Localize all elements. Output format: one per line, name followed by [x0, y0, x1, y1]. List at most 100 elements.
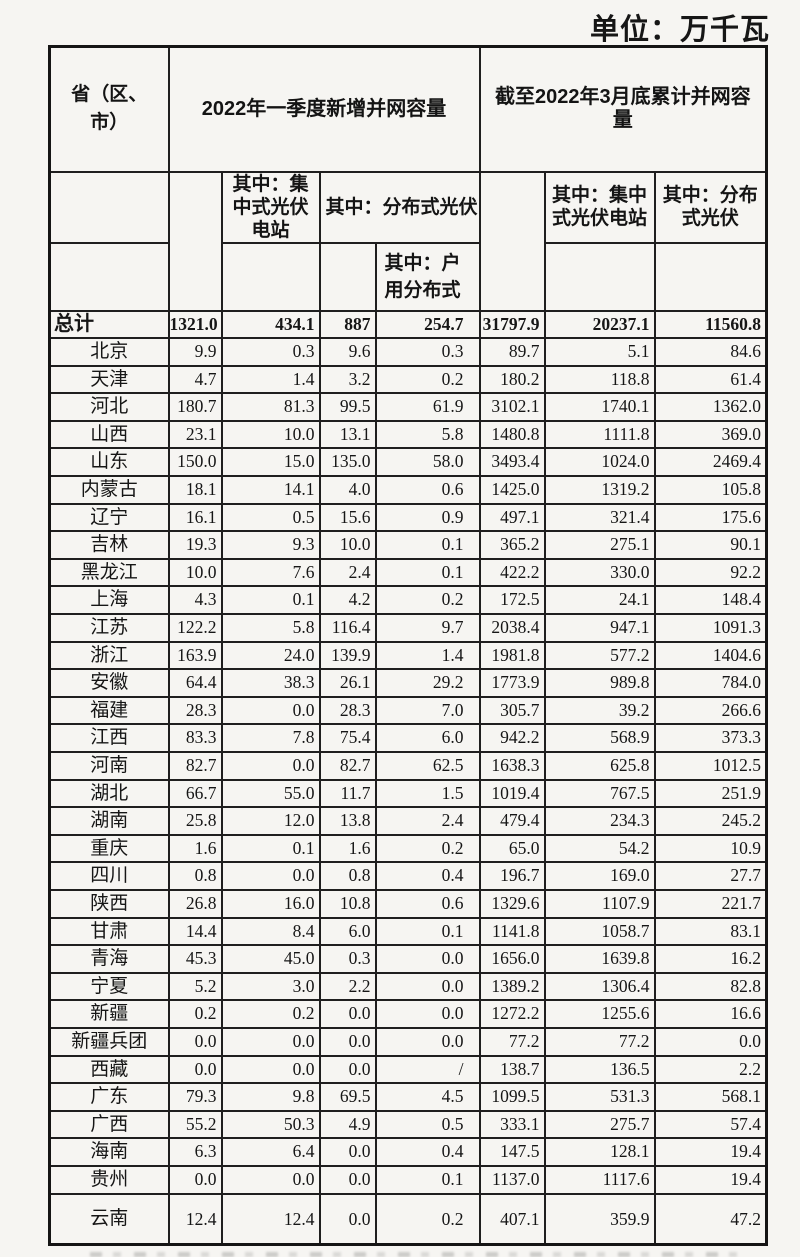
table-row: 海南 6.3 6.4 0.0 0.4 147.5 128.1 19.4 — [48, 1137, 768, 1167]
value-cell: 6.0 — [374, 723, 481, 753]
value-cell: 39.2 — [543, 695, 656, 726]
value-cell: 8.4 — [220, 916, 321, 947]
value-cell: 0.0 — [167, 1164, 223, 1195]
row-label: 江苏 — [48, 613, 170, 643]
value-cell: 266.6 — [653, 695, 768, 726]
value-cell: 90.1 — [653, 530, 768, 560]
value-cell: 75.4 — [318, 723, 377, 753]
value-cell: 26.8 — [167, 888, 223, 919]
table-row: 云南 12.4 12.4 0.0 0.2 407.1 359.9 47.2 — [48, 1192, 768, 1245]
table-body: 总计 1321.0 434.1 887 254.7 31797.9 20237.1 11560… — [48, 309, 768, 1245]
value-cell: 23.1 — [167, 419, 223, 450]
table-row: 安徽 64.4 38.3 26.1 29.2 1773.9 989.8 784.0 — [48, 668, 768, 698]
value-cell: 45.3 — [167, 944, 223, 974]
row-label: 总计 — [48, 309, 170, 340]
row-label: 内蒙古 — [48, 475, 170, 505]
header-new-distributed: 其中：分布式光伏 — [318, 170, 481, 244]
row-label: 广西 — [48, 1109, 170, 1140]
value-cell: 175.6 — [653, 502, 768, 533]
value-cell: 55.2 — [167, 1109, 223, 1140]
value-cell: 15.6 — [318, 502, 377, 533]
value-cell: 0.2 — [167, 999, 223, 1029]
value-cell: 1.4 — [374, 640, 481, 671]
value-cell: 784.0 — [653, 668, 768, 698]
value-cell: 0.0 — [318, 1026, 377, 1057]
value-cell: 1141.8 — [478, 916, 546, 947]
value-cell: 180.2 — [478, 364, 546, 395]
value-cell: 47.2 — [653, 1192, 768, 1245]
table-row: 总计 1321.0 434.1 887 254.7 31797.9 20237.1 11560… — [48, 309, 768, 340]
row-label: 甘肃 — [48, 916, 170, 947]
table-row: 浙江 163.9 24.0 139.9 1.4 1981.8 577.2 1404.6 — [48, 640, 768, 671]
value-cell: 7.8 — [220, 723, 321, 753]
value-cell: 82.7 — [167, 751, 223, 781]
row-label: 新疆兵团 — [48, 1026, 170, 1057]
value-cell: 55.0 — [220, 778, 321, 809]
value-cell: 221.7 — [653, 888, 768, 919]
header-cum-distributed: 其中：分布式光伏 — [653, 170, 768, 244]
value-cell: 0.0 — [167, 1026, 223, 1057]
value-cell: 0.0 — [220, 695, 321, 726]
value-cell: 1389.2 — [478, 971, 546, 1002]
value-cell: 2469.4 — [653, 447, 768, 478]
value-cell: 2038.4 — [478, 613, 546, 643]
value-cell: 1306.4 — [543, 971, 656, 1002]
table-row: 重庆 1.6 0.1 1.6 0.2 65.0 54.2 10.9 — [48, 833, 768, 864]
value-cell: 2.2 — [318, 971, 377, 1002]
value-cell: 0.1 — [374, 1164, 481, 1195]
value-cell: 20237.1 — [543, 309, 656, 340]
value-cell: 77.2 — [478, 1026, 546, 1057]
table-row: 新疆 0.2 0.2 0.0 0.0 1272.2 1255.6 16.6 — [48, 999, 768, 1029]
value-cell: 1137.0 — [478, 1164, 546, 1195]
value-cell: 4.0 — [318, 475, 377, 505]
value-cell: 81.3 — [220, 392, 321, 422]
value-cell: 1.4 — [220, 364, 321, 395]
value-cell: 3102.1 — [478, 392, 546, 422]
value-cell: 9.8 — [220, 1082, 321, 1112]
value-cell: 3.2 — [318, 364, 377, 395]
value-cell: 989.8 — [543, 668, 656, 698]
value-cell: 27.7 — [653, 861, 768, 891]
value-cell: 14.4 — [167, 916, 223, 947]
value-cell: 479.4 — [478, 806, 546, 836]
value-cell: 568.1 — [653, 1082, 768, 1112]
value-cell: 0.0 — [374, 999, 481, 1029]
header-spacer — [48, 170, 170, 244]
header-cum-section: 截至2022年3月底累计并网容量 — [478, 45, 768, 173]
value-cell: 568.9 — [543, 723, 656, 753]
value-cell: 942.2 — [478, 723, 546, 753]
value-cell: 0.0 — [318, 1054, 377, 1085]
value-cell: 1329.6 — [478, 888, 546, 919]
row-label: 安徽 — [48, 668, 170, 698]
table-row: 甘肃 14.4 8.4 6.0 0.1 1141.8 1058.7 83.1 — [48, 916, 768, 947]
value-cell: 16.0 — [220, 888, 321, 919]
header-spacer — [478, 170, 546, 312]
value-cell: 24.1 — [543, 585, 656, 616]
row-label: 河南 — [48, 751, 170, 781]
row-label: 西藏 — [48, 1054, 170, 1085]
table-row: 辽宁 16.1 0.5 15.6 0.9 497.1 321.4 175.6 — [48, 502, 768, 533]
value-cell: 333.1 — [478, 1109, 546, 1140]
value-cell: 6.0 — [318, 916, 377, 947]
value-cell: 18.1 — [167, 475, 223, 505]
value-cell: 54.2 — [543, 833, 656, 864]
row-label: 山东 — [48, 447, 170, 478]
value-cell: 136.5 — [543, 1054, 656, 1085]
table-row: 河北 180.7 81.3 99.5 61.9 3102.1 1740.1 1362.0 — [48, 392, 768, 422]
value-cell: 0.3 — [220, 337, 321, 367]
value-cell: 116.4 — [318, 613, 377, 643]
value-cell: 0.0 — [220, 751, 321, 781]
value-cell: 77.2 — [543, 1026, 656, 1057]
value-cell: 0.0 — [220, 861, 321, 891]
value-cell: 150.0 — [167, 447, 223, 478]
value-cell: / — [374, 1054, 481, 1085]
table-row: 福建 28.3 0.0 28.3 7.0 305.7 39.2 266.6 — [48, 695, 768, 726]
cutoff-footnote-smudge — [90, 1252, 740, 1257]
value-cell: 58.0 — [374, 447, 481, 478]
value-cell: 1272.2 — [478, 999, 546, 1029]
value-cell: 887 — [318, 309, 377, 340]
value-cell: 369.0 — [653, 419, 768, 450]
value-cell: 50.3 — [220, 1109, 321, 1140]
header-new-household: 其中：户用分布式 — [374, 241, 481, 312]
header-spacer — [48, 241, 170, 312]
